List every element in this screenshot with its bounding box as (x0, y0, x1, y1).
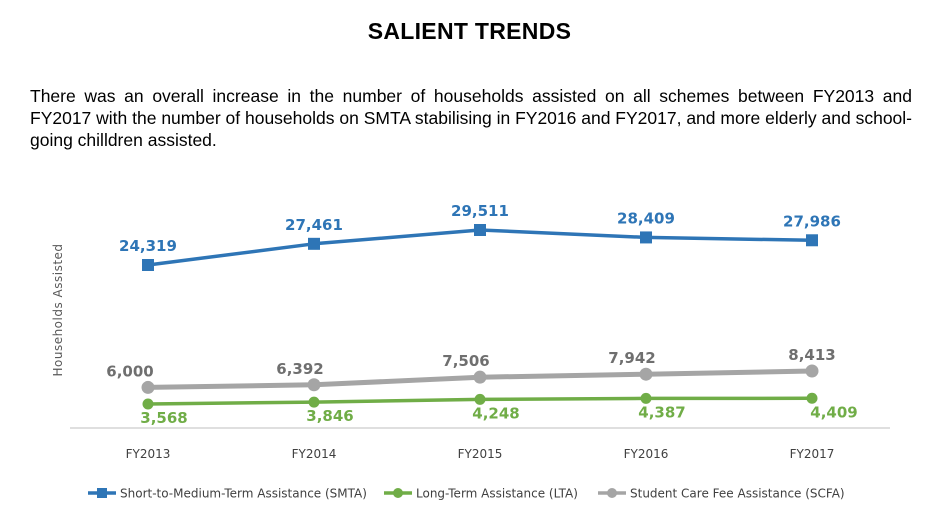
page-title: SALIENT TRENDS (367, 18, 572, 44)
data-label: 4,409 (810, 403, 857, 421)
x-tick-label: FY2016 (624, 447, 669, 461)
legend-item-0: Short-to-Medium-Term Assistance (SMTA) (88, 487, 367, 501)
data-point (474, 393, 486, 405)
data-point (307, 378, 321, 392)
data-label: 4,248 (472, 404, 519, 422)
data-point (640, 392, 652, 404)
y-axis-label: Households Assisted (51, 243, 65, 376)
legend-marker (97, 488, 107, 498)
data-point (640, 231, 652, 244)
data-label: 7,942 (608, 349, 655, 367)
series-1: 3,568 3,846 4,248 4,387 4,409 (140, 392, 858, 427)
series-0: 24,319 27,461 29,511 28,409 27,986 (119, 202, 841, 271)
data-label: 7,506 (442, 352, 489, 370)
data-point (805, 364, 819, 378)
legend-item-1: Long-Term Assistance (LTA) (384, 487, 578, 501)
data-point (806, 234, 818, 247)
data-point (142, 398, 154, 410)
data-label: 6,392 (276, 360, 323, 378)
legend-marker (393, 488, 403, 498)
series-2: 6,000 6,392 7,506 7,942 8,413 (106, 346, 836, 394)
data-point (141, 380, 155, 394)
data-label: 29,511 (451, 202, 509, 220)
data-label: 8,413 (788, 346, 835, 364)
data-label: 3,568 (140, 409, 187, 427)
data-label: 27,986 (783, 212, 841, 230)
data-label: 3,846 (306, 407, 353, 425)
data-point (142, 259, 154, 271)
data-point (308, 237, 320, 250)
data-point (473, 370, 487, 384)
legend-item-2: Student Care Fee Assistance (SCFA) (598, 487, 845, 501)
data-label: 24,319 (119, 237, 177, 255)
x-tick-label: FY2013 (126, 447, 171, 461)
data-point (639, 367, 653, 381)
legend-label: Long-Term Assistance (LTA) (416, 487, 578, 501)
x-tick-label: FY2014 (292, 447, 337, 461)
data-label: 27,461 (285, 216, 343, 234)
data-label: 6,000 (106, 362, 153, 380)
legend-marker (607, 488, 617, 498)
x-tick-label: FY2017 (790, 447, 835, 461)
data-point (806, 392, 818, 404)
legend-label: Student Care Fee Assistance (SCFA) (630, 487, 845, 501)
data-point (308, 396, 320, 408)
legend-label: Short-to-Medium-Term Assistance (SMTA) (120, 487, 367, 501)
data-point (474, 224, 486, 236)
summary-paragraph: There was an overall increase in the num… (30, 86, 912, 150)
x-tick-label: FY2015 (458, 447, 503, 461)
data-label: 4,387 (638, 403, 685, 421)
data-label: 28,409 (617, 209, 675, 227)
